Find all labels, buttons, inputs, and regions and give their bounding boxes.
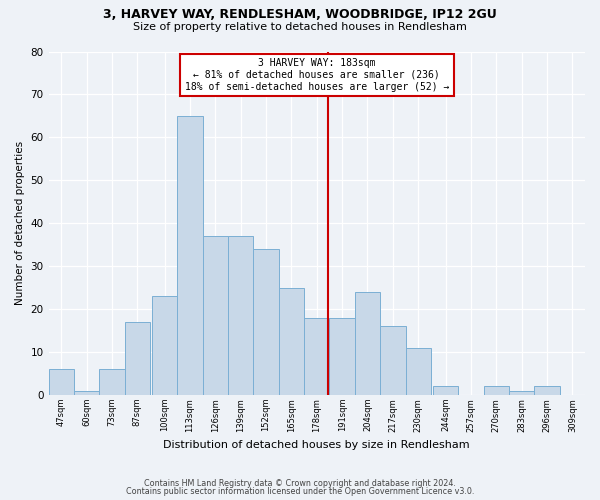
- Bar: [534, 386, 560, 395]
- Text: Contains HM Land Registry data © Crown copyright and database right 2024.: Contains HM Land Registry data © Crown c…: [144, 478, 456, 488]
- Bar: [125, 322, 150, 395]
- Text: 3 HARVEY WAY: 183sqm
← 81% of detached houses are smaller (236)
18% of semi-deta: 3 HARVEY WAY: 183sqm ← 81% of detached h…: [185, 58, 449, 92]
- Bar: [279, 288, 304, 395]
- Text: 3, HARVEY WAY, RENDLESHAM, WOODBRIDGE, IP12 2GU: 3, HARVEY WAY, RENDLESHAM, WOODBRIDGE, I…: [103, 8, 497, 20]
- Text: Contains public sector information licensed under the Open Government Licence v3: Contains public sector information licen…: [126, 487, 474, 496]
- X-axis label: Distribution of detached houses by size in Rendlesham: Distribution of detached houses by size …: [163, 440, 470, 450]
- Y-axis label: Number of detached properties: Number of detached properties: [15, 141, 25, 306]
- Bar: [509, 390, 534, 395]
- Bar: [484, 386, 509, 395]
- Bar: [355, 292, 380, 395]
- Bar: [99, 370, 125, 395]
- Bar: [304, 318, 329, 395]
- Text: Size of property relative to detached houses in Rendlesham: Size of property relative to detached ho…: [133, 22, 467, 32]
- Bar: [177, 116, 203, 395]
- Bar: [228, 236, 253, 395]
- Bar: [49, 370, 74, 395]
- Bar: [406, 348, 431, 395]
- Bar: [253, 249, 279, 395]
- Bar: [152, 296, 177, 395]
- Bar: [203, 236, 228, 395]
- Bar: [433, 386, 458, 395]
- Bar: [329, 318, 355, 395]
- Bar: [380, 326, 406, 395]
- Bar: [74, 390, 99, 395]
